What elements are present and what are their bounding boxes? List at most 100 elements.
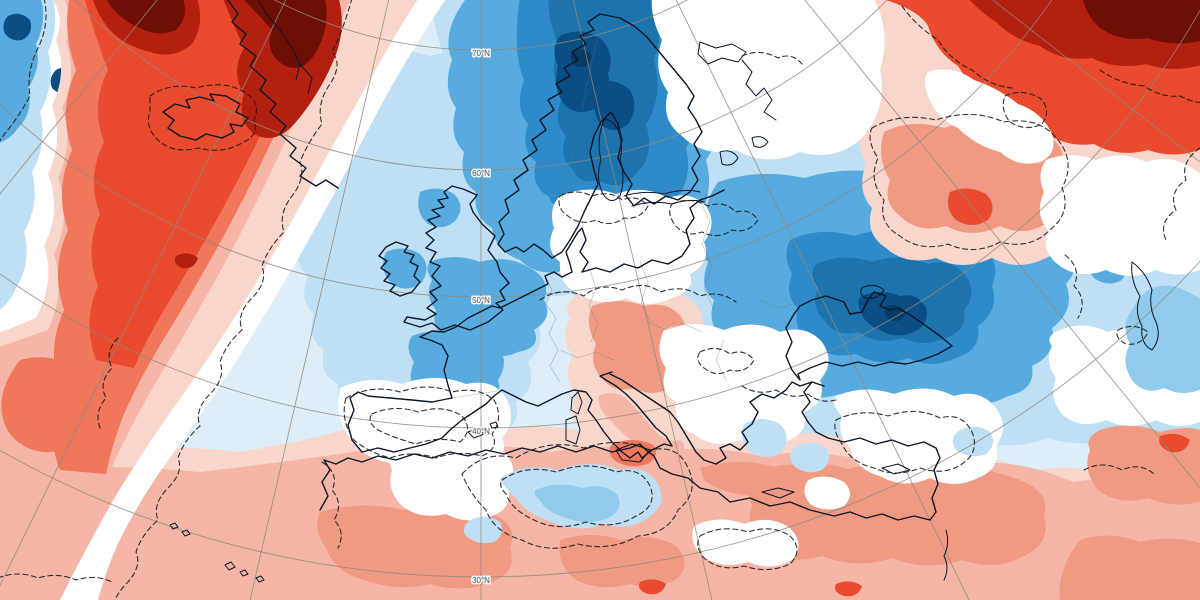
coast-atlantic-islands — [169, 522, 265, 583]
coast-caspian — [1131, 261, 1159, 351]
coast-greenland-fjords — [257, 0, 313, 95]
contour-line — [1163, 147, 1200, 241]
contour-line — [1002, 91, 1048, 129]
anomaly-region — [1, 357, 87, 453]
anomaly-region — [948, 188, 993, 225]
anomaly-region — [1039, 155, 1200, 276]
contour-line — [461, 441, 693, 549]
anomaly-region — [389, 439, 514, 521]
border-line — [559, 349, 615, 361]
anomaly-region — [570, 49, 592, 67]
coast-greenland — [227, 0, 339, 189]
coast-ireland — [378, 241, 421, 297]
anomaly-region — [952, 426, 994, 457]
anomaly-region — [559, 535, 685, 588]
anomaly-region — [790, 442, 830, 473]
anomaly-region — [804, 476, 850, 510]
coast-great-britain — [403, 185, 510, 331]
cold-overlay-sky — [534, 285, 1200, 522]
anomaly-region — [243, 0, 327, 68]
country-borders — [451, 29, 801, 399]
anomaly-region — [692, 519, 799, 567]
border-line — [561, 29, 601, 201]
contour-line — [901, 5, 1013, 89]
border-line — [759, 299, 801, 309]
anomaly-region — [3, 13, 31, 41]
coast-sardinia — [565, 415, 581, 445]
coast-gulf-of-bothnia — [597, 119, 624, 201]
anomaly-region — [588, 301, 687, 393]
anomaly-region — [427, 257, 548, 357]
contour-line — [697, 528, 798, 571]
coast-iberia-med — [361, 371, 673, 459]
coast-sea-of-azov — [860, 284, 885, 299]
anomaly-region — [742, 419, 787, 457]
contour-line — [669, 199, 759, 237]
coast-adriatic-greece — [609, 373, 825, 465]
contour-line — [834, 410, 975, 474]
coast-lake-ladoga — [719, 136, 769, 166]
anomaly-region — [174, 253, 198, 269]
meridian — [992, 0, 1200, 163]
contour-line — [1083, 464, 1155, 475]
contour-line — [369, 407, 469, 445]
coast-turkey-levant — [801, 381, 941, 521]
lat-label-60n: 60°N — [472, 169, 490, 178]
border-line — [451, 389, 503, 399]
border-line — [544, 275, 561, 383]
anomaly-region — [463, 516, 502, 544]
coast-sicily — [615, 443, 651, 463]
anomaly-region — [834, 388, 1003, 484]
anomaly-region — [317, 505, 513, 589]
meridian — [249, 0, 390, 600]
contour-line — [114, 0, 353, 600]
anomaly-region — [609, 440, 657, 467]
coast-scandinavia — [497, 13, 703, 259]
meridian — [0, 0, 158, 195]
coast-western-europe — [347, 189, 725, 453]
coast-iceland — [162, 93, 249, 141]
lat-label-70n: 70°N — [472, 49, 490, 58]
coast-balearics — [467, 421, 499, 439]
anomaly-region — [106, 0, 185, 34]
anomaly-region — [639, 579, 666, 595]
lat-label-50n: 50°N — [472, 296, 490, 305]
warm-maroon — [106, 0, 1200, 68]
anomaly-region — [598, 393, 685, 459]
contour-line — [558, 191, 649, 225]
coast-nile — [943, 529, 949, 581]
contour-line — [741, 51, 803, 65]
meridian — [0, 0, 287, 587]
anomaly-region — [1059, 535, 1200, 600]
coast-white-sea — [741, 59, 777, 121]
border-line — [699, 199, 715, 311]
anomaly-region — [1125, 285, 1200, 393]
contour-line — [539, 284, 737, 303]
contour-line — [500, 465, 653, 528]
anomaly-region — [651, 0, 885, 160]
coast-corsica — [570, 391, 583, 415]
lat-label-30n: 30°N — [472, 576, 490, 585]
anomaly-region — [60, 0, 446, 600]
contour-line — [741, 385, 837, 402]
coast-north-africa — [319, 443, 931, 521]
neutral-white-patches — [60, 0, 1200, 600]
lat-label-40n: 40°N — [472, 427, 490, 436]
border-line — [639, 261, 651, 323]
anomaly-region — [835, 581, 862, 597]
border-line — [647, 321, 703, 333]
coastlines — [162, 0, 1159, 583]
meridian — [804, 0, 1200, 489]
contour-line — [0, 0, 47, 142]
coast-kola — [697, 41, 747, 65]
contour-line — [343, 386, 500, 459]
contour-line — [97, 337, 119, 429]
contour-line — [1064, 254, 1083, 319]
contour-line — [0, 573, 113, 583]
contour-line — [321, 461, 342, 549]
anomaly-region — [593, 81, 635, 130]
